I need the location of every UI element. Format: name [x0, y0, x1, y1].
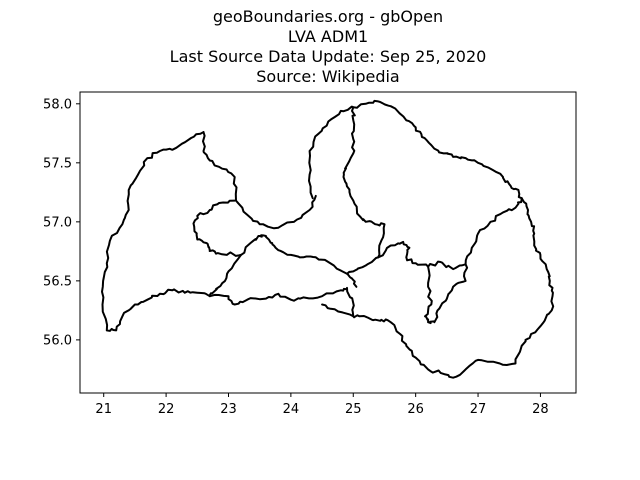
region-riga-boundary	[308, 105, 386, 259]
x-tick-label: 27	[470, 402, 487, 417]
title-line-1: geoBoundaries.org - gbOpen	[213, 7, 443, 26]
region-selonia-east-boundary	[424, 263, 469, 325]
title-line-4: Source: Wikipedia	[256, 67, 399, 86]
map-title: geoBoundaries.org - gbOpen LVA ADM1 Last…	[170, 7, 487, 86]
y-tick-label: 57.5	[43, 156, 72, 171]
x-tick-label: 21	[95, 402, 112, 417]
x-axis: 21 22 23 24 25 26 27 28	[95, 393, 549, 417]
y-tick-label: 56.5	[43, 274, 72, 289]
region-courland-north-boundary	[202, 131, 317, 230]
y-tick-label: 58.0	[43, 97, 72, 112]
y-tick-label: 57.0	[43, 215, 72, 230]
region-zemgale-branch-a-boundary	[208, 253, 242, 298]
y-axis: 56.0 56.5 57.0 57.5 58.0	[43, 97, 80, 348]
x-tick-label: 25	[345, 402, 362, 417]
boundary-layer	[101, 99, 555, 379]
region-courland-boundary	[101, 131, 355, 332]
x-tick-label: 28	[532, 402, 549, 417]
x-tick-label: 26	[407, 402, 424, 417]
x-tick-label: 23	[220, 402, 237, 417]
title-line-3: Last Source Data Update: Sep 25, 2020	[170, 47, 487, 66]
x-tick-label: 24	[283, 402, 300, 417]
y-tick-label: 56.0	[43, 333, 72, 348]
title-line-2: LVA ADM1	[288, 27, 368, 46]
region-vidzeme-boundary	[352, 99, 523, 200]
region-zemgale-branch-b-boundary	[346, 272, 358, 288]
region-latgale-boundary	[352, 197, 555, 379]
x-tick-label: 22	[158, 402, 175, 417]
plot-frame	[79, 91, 577, 394]
region-zemgale-boundary	[192, 197, 523, 275]
